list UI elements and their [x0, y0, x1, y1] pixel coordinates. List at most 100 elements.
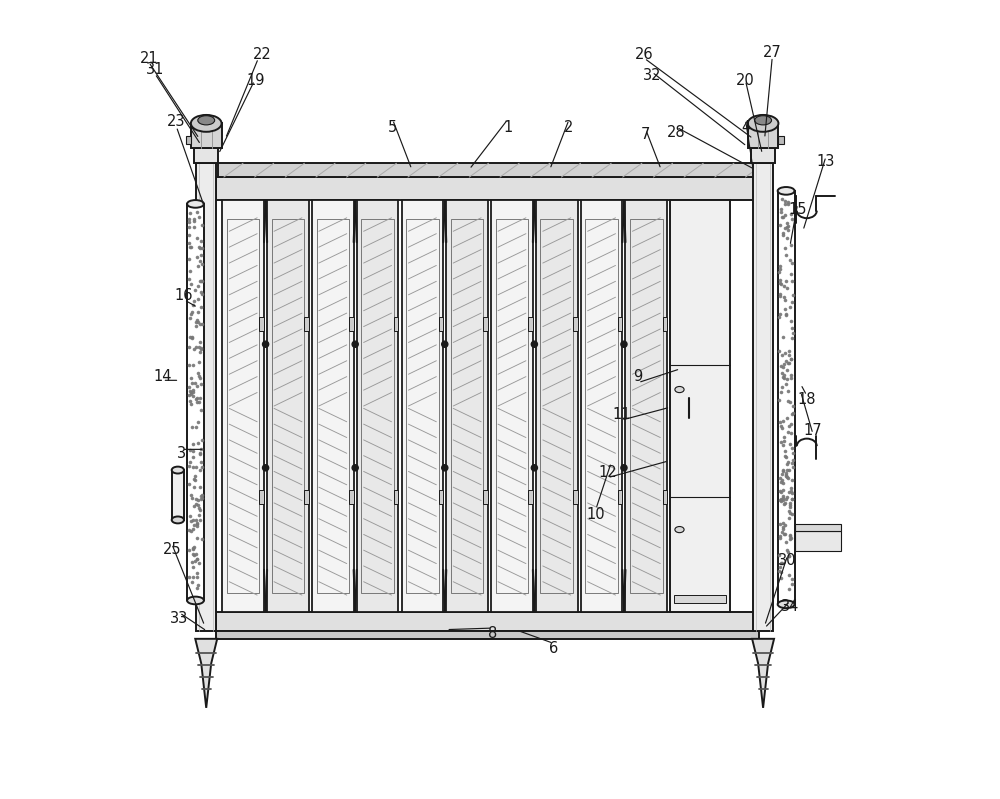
Bar [795, 531, 841, 551]
Bar [406, 219, 439, 593]
Text: 21: 21 [139, 50, 158, 66]
Bar [357, 200, 398, 612]
Text: 4: 4 [741, 120, 750, 135]
Ellipse shape [191, 115, 222, 132]
Ellipse shape [748, 115, 778, 132]
Text: 7: 7 [641, 127, 650, 142]
Text: 22: 22 [253, 47, 272, 62]
Bar [483, 490, 488, 503]
Polygon shape [752, 639, 774, 708]
Bar [618, 316, 622, 331]
Circle shape [621, 341, 627, 348]
Bar [186, 137, 191, 144]
Bar [187, 204, 204, 601]
Bar [349, 490, 354, 503]
Bar [778, 191, 795, 604]
Bar [259, 490, 264, 503]
Bar [751, 148, 775, 163]
Text: 6: 6 [549, 642, 558, 656]
Bar [528, 490, 533, 503]
Bar [317, 219, 349, 593]
Text: 15: 15 [788, 202, 807, 217]
Bar [581, 200, 622, 612]
Bar [663, 490, 667, 503]
Bar [216, 612, 759, 631]
Text: 18: 18 [798, 392, 816, 407]
Circle shape [352, 341, 358, 348]
Ellipse shape [778, 187, 795, 195]
Bar [663, 316, 667, 331]
Bar [216, 177, 759, 200]
Bar [218, 163, 757, 177]
Bar [670, 200, 730, 612]
Bar [222, 200, 264, 612]
Bar [630, 219, 663, 593]
Ellipse shape [172, 467, 184, 474]
Ellipse shape [172, 516, 184, 523]
Text: 8: 8 [488, 626, 497, 641]
Bar [439, 490, 443, 503]
Bar [618, 490, 622, 503]
Text: 12: 12 [598, 465, 617, 480]
Text: 5: 5 [388, 120, 397, 135]
Bar [227, 219, 259, 593]
Bar [528, 316, 533, 331]
Bar [753, 163, 773, 631]
Circle shape [442, 341, 448, 348]
Bar [491, 200, 533, 612]
Circle shape [531, 465, 537, 471]
Bar [361, 219, 394, 593]
Text: 13: 13 [817, 154, 835, 169]
Circle shape [442, 465, 448, 471]
Bar [216, 631, 759, 639]
Ellipse shape [187, 200, 204, 208]
Bar [259, 316, 264, 331]
Circle shape [352, 465, 358, 471]
Bar [625, 200, 667, 612]
Text: 31: 31 [146, 62, 164, 78]
Bar [536, 200, 578, 612]
Text: 33: 33 [170, 610, 189, 626]
Text: 28: 28 [667, 125, 686, 140]
Text: 11: 11 [612, 407, 630, 423]
Bar [349, 316, 354, 331]
Circle shape [263, 341, 269, 348]
Text: 20: 20 [736, 73, 755, 88]
Text: 2: 2 [564, 120, 574, 135]
Bar [451, 219, 483, 593]
Bar [585, 219, 618, 593]
Bar [196, 163, 216, 631]
Bar [394, 316, 398, 331]
Text: 3: 3 [177, 446, 186, 461]
Text: 9: 9 [633, 369, 643, 384]
Ellipse shape [675, 387, 684, 392]
Bar [439, 316, 443, 331]
Bar [496, 219, 528, 593]
Text: 25: 25 [162, 542, 181, 557]
Text: 14: 14 [153, 369, 172, 384]
Bar [272, 219, 304, 593]
Text: 26: 26 [635, 47, 654, 62]
Bar [778, 137, 784, 144]
Ellipse shape [778, 601, 795, 608]
Bar [573, 490, 578, 503]
Text: 27: 27 [763, 46, 782, 60]
Bar [267, 200, 309, 612]
Ellipse shape [755, 116, 772, 125]
Polygon shape [195, 639, 217, 708]
Bar [402, 200, 443, 612]
Bar [394, 490, 398, 503]
Bar [446, 200, 488, 612]
Bar [748, 123, 778, 148]
Text: 10: 10 [587, 507, 605, 522]
Text: 32: 32 [643, 68, 661, 83]
Text: 19: 19 [247, 73, 265, 88]
Bar [191, 123, 222, 148]
Text: 34: 34 [781, 599, 799, 614]
Text: 16: 16 [175, 288, 193, 304]
Ellipse shape [675, 527, 684, 533]
Bar [540, 219, 573, 593]
Bar [573, 316, 578, 331]
Bar [674, 595, 726, 602]
Circle shape [263, 465, 269, 471]
